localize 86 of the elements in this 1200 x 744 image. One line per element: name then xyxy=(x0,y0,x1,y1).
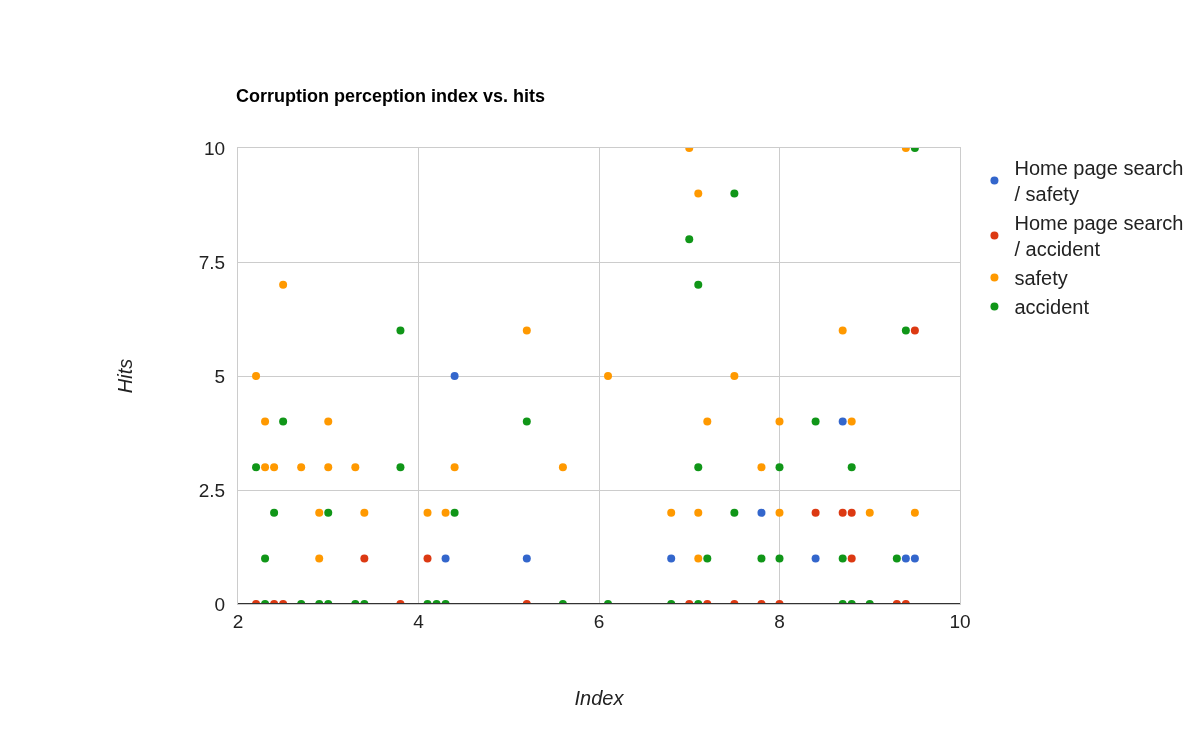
point xyxy=(450,508,459,517)
point xyxy=(757,508,766,517)
point xyxy=(324,463,333,472)
y-tick-label: 2.5 xyxy=(198,479,226,501)
point xyxy=(694,554,703,563)
point xyxy=(522,326,531,335)
x-tick-label: 4 xyxy=(413,610,425,632)
point xyxy=(522,554,531,563)
point xyxy=(252,372,261,380)
legend-label: accident xyxy=(1014,296,1090,319)
point xyxy=(775,463,784,472)
point xyxy=(838,326,847,335)
x-tick-label: 6 xyxy=(593,610,605,632)
point xyxy=(838,417,847,426)
y-tick-label: 0 xyxy=(214,593,226,615)
point xyxy=(685,235,694,244)
point xyxy=(252,463,261,472)
point xyxy=(694,508,703,517)
point xyxy=(261,463,270,472)
point xyxy=(315,508,324,517)
point xyxy=(910,326,919,335)
point xyxy=(667,508,676,517)
point xyxy=(757,554,766,563)
point xyxy=(270,508,279,517)
point xyxy=(360,554,369,563)
point xyxy=(901,554,910,563)
point xyxy=(847,463,856,472)
point xyxy=(847,508,856,517)
point xyxy=(730,189,739,198)
x-axis-title: Index xyxy=(574,687,625,710)
point xyxy=(838,508,847,517)
point xyxy=(396,326,405,335)
point xyxy=(279,280,288,289)
point xyxy=(261,417,270,426)
point xyxy=(811,417,820,426)
point xyxy=(730,508,739,517)
x-tick-label: 10 xyxy=(949,610,971,632)
point xyxy=(892,554,901,563)
point xyxy=(324,508,333,517)
point xyxy=(694,189,703,198)
point xyxy=(865,508,874,517)
point xyxy=(910,554,919,563)
point xyxy=(423,554,432,563)
point xyxy=(694,463,703,472)
y-tick-label: 5 xyxy=(214,365,226,387)
point xyxy=(847,554,856,563)
point xyxy=(396,463,405,472)
point xyxy=(901,326,910,335)
point xyxy=(441,554,450,563)
point xyxy=(838,554,847,563)
point xyxy=(279,417,288,426)
point xyxy=(450,463,459,472)
x-tick-label: 8 xyxy=(774,610,785,632)
point xyxy=(450,372,459,380)
point xyxy=(324,417,333,426)
point xyxy=(910,508,919,517)
point xyxy=(775,554,784,563)
point xyxy=(423,508,432,517)
legend-label: Home page search / safety xyxy=(1014,157,1184,206)
y-axis-title: Hits xyxy=(114,358,137,394)
point xyxy=(703,417,712,426)
x-tick-label: 2 xyxy=(232,610,244,632)
point xyxy=(694,280,703,289)
point xyxy=(775,417,784,426)
point xyxy=(667,554,676,563)
point xyxy=(730,372,739,380)
point xyxy=(847,417,856,426)
point xyxy=(351,463,360,472)
point xyxy=(297,463,306,472)
point xyxy=(270,463,279,472)
point xyxy=(811,554,820,563)
y-tick-label: 10 xyxy=(204,137,226,159)
point xyxy=(775,508,784,517)
point xyxy=(441,508,450,517)
point xyxy=(703,554,712,563)
point xyxy=(558,463,567,472)
point xyxy=(360,508,369,517)
y-tick-label: 7.5 xyxy=(198,251,226,273)
chart-title: Corruption perception index vs. hits xyxy=(236,86,546,107)
point xyxy=(604,372,613,380)
point xyxy=(757,463,766,472)
legend-label: safety xyxy=(1014,267,1068,290)
point xyxy=(811,508,820,517)
point xyxy=(315,554,324,563)
point xyxy=(522,417,531,426)
point xyxy=(261,554,270,563)
